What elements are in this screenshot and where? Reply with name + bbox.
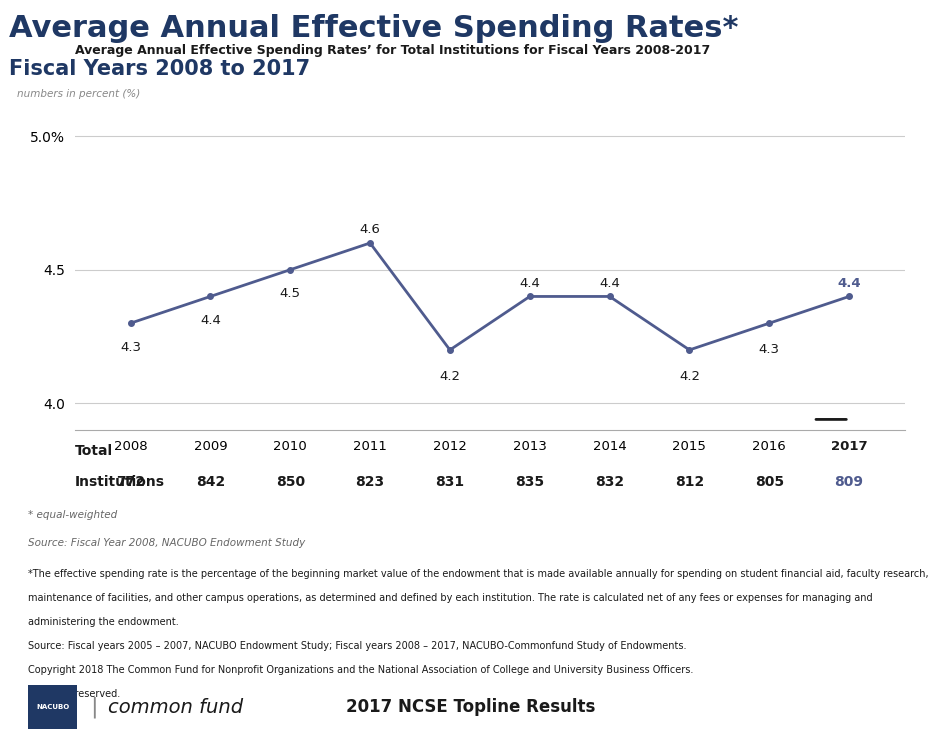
Text: 4.4: 4.4: [837, 276, 861, 289]
Text: numbers in percent (%): numbers in percent (%): [17, 88, 140, 98]
Text: 832: 832: [595, 475, 624, 488]
Text: NACUBO: NACUBO: [36, 704, 69, 710]
Text: common fund: common fund: [107, 698, 243, 717]
Text: 850: 850: [275, 475, 305, 488]
Text: administering the endowment.: administering the endowment.: [28, 617, 179, 627]
Text: Source: Fiscal Year 2008, NACUBO Endowment Study: Source: Fiscal Year 2008, NACUBO Endowme…: [28, 538, 305, 548]
Text: 831: 831: [436, 475, 465, 488]
Text: Fiscal Years 2008 to 2017: Fiscal Years 2008 to 2017: [9, 59, 311, 79]
Text: Institutions: Institutions: [75, 475, 164, 488]
Text: |: |: [90, 696, 98, 718]
Text: Average Annual Effective Spending Rates*: Average Annual Effective Spending Rates*: [9, 15, 739, 43]
Text: 4.3: 4.3: [120, 340, 141, 354]
Text: 4.3: 4.3: [759, 343, 780, 356]
Text: 835: 835: [515, 475, 544, 488]
Text: All rights reserved.: All rights reserved.: [28, 689, 120, 699]
Text: 4.2: 4.2: [439, 370, 460, 383]
Text: 4.4: 4.4: [200, 314, 221, 327]
Text: Total: Total: [75, 444, 113, 458]
Text: 4.4: 4.4: [599, 276, 620, 289]
Text: 809: 809: [835, 475, 864, 488]
Text: 4.6: 4.6: [359, 223, 381, 236]
Text: * equal-weighted: * equal-weighted: [28, 510, 118, 521]
Text: 4.2: 4.2: [679, 370, 700, 383]
Text: Average Annual Effective Spending Rates’ for Total Institutions for Fiscal Years: Average Annual Effective Spending Rates’…: [75, 44, 710, 57]
Text: 805: 805: [755, 475, 784, 488]
Text: 2017 NCSE Topline Results: 2017 NCSE Topline Results: [346, 698, 596, 716]
Text: 4.5: 4.5: [280, 287, 300, 300]
Text: *The effective spending rate is the percentage of the beginning market value of : *The effective spending rate is the perc…: [28, 569, 928, 579]
Text: 812: 812: [675, 475, 704, 488]
Text: 772: 772: [116, 475, 145, 488]
Text: 4.4: 4.4: [520, 276, 540, 289]
Text: Copyright 2018 The Common Fund for Nonprofit Organizations and the National Asso: Copyright 2018 The Common Fund for Nonpr…: [28, 665, 693, 675]
Text: 842: 842: [196, 475, 225, 488]
Bar: [28, 685, 77, 729]
Text: 823: 823: [355, 475, 384, 488]
Text: Source: Fiscal years 2005 – 2007, NACUBO Endowment Study; Fiscal years 2008 – 20: Source: Fiscal years 2005 – 2007, NACUBO…: [28, 641, 687, 651]
Text: maintenance of facilities, and other campus operations, as determined and define: maintenance of facilities, and other cam…: [28, 593, 872, 603]
